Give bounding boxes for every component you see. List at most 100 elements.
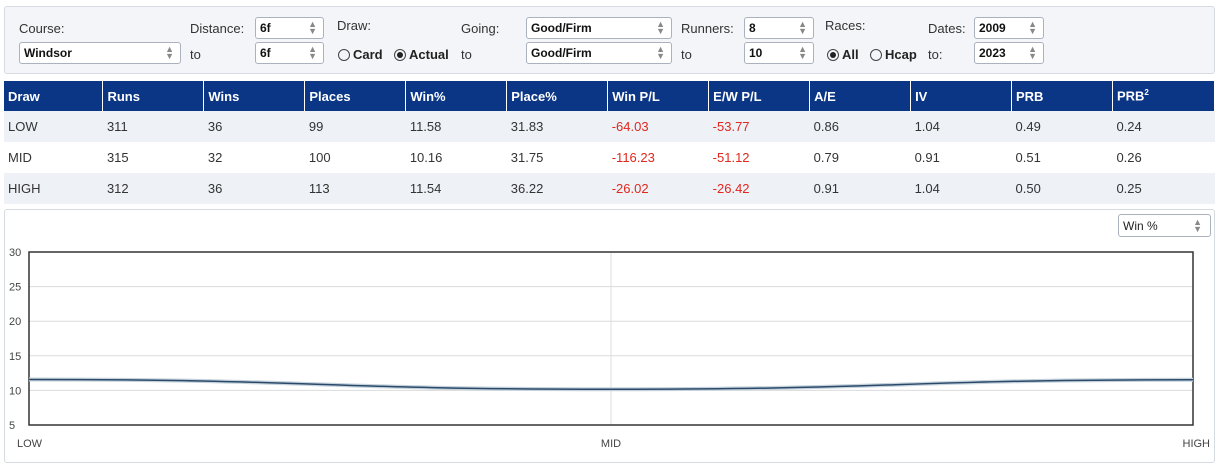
going-label: Going: bbox=[461, 21, 500, 36]
x-tick-label: HIGH bbox=[1183, 438, 1211, 450]
cell: -53.77 bbox=[708, 111, 810, 142]
col-header-runs[interactable]: Runs bbox=[102, 81, 205, 111]
select-arrows-icon: ▲ ▼ bbox=[656, 44, 665, 61]
races-hcap-radio[interactable]: Hcap bbox=[870, 47, 917, 62]
cell: -51.12 bbox=[708, 142, 810, 173]
going-to-label: to bbox=[461, 47, 472, 62]
col-header-prb[interactable]: PRB bbox=[1011, 81, 1113, 111]
dates-to-value: 2023 bbox=[979, 46, 1006, 60]
cell: -64.03 bbox=[607, 111, 709, 142]
col-header-places[interactable]: Places bbox=[304, 81, 407, 111]
dates-to-select[interactable]: 2023 ▲ ▼ bbox=[974, 42, 1044, 64]
dates-from-select[interactable]: 2009 ▲ ▼ bbox=[974, 17, 1044, 39]
cell: 31.75 bbox=[506, 142, 608, 173]
cell: 36 bbox=[203, 111, 305, 142]
going-from-select[interactable]: Good/Firm ▲ ▼ bbox=[526, 17, 672, 39]
select-arrows-icon: ▲ ▼ bbox=[798, 19, 807, 36]
cell: 0.91 bbox=[910, 142, 1012, 173]
going-to-select[interactable]: Good/Firm ▲ ▼ bbox=[526, 42, 672, 64]
cell: 0.86 bbox=[809, 111, 911, 142]
draw-label: Draw: bbox=[337, 18, 371, 33]
cell: 1.04 bbox=[910, 111, 1012, 142]
draw-card-radio[interactable]: Card bbox=[338, 47, 383, 62]
radio-checked-icon bbox=[394, 48, 406, 61]
cell: -116.23 bbox=[607, 142, 709, 173]
y-tick-label: 15 bbox=[9, 351, 21, 363]
cell: 32 bbox=[203, 142, 305, 173]
cell: MID bbox=[4, 142, 103, 173]
radio-unchecked-icon bbox=[870, 48, 882, 61]
runners-from-select[interactable]: 8 ▲ ▼ bbox=[744, 17, 814, 39]
draw-actual-radio[interactable]: Actual bbox=[394, 47, 449, 62]
cell: 11.54 bbox=[405, 173, 507, 204]
prb2-superscript: 2 bbox=[1144, 88, 1149, 98]
cell: -26.02 bbox=[607, 173, 709, 204]
distance-label: Distance: bbox=[190, 21, 245, 36]
course-select[interactable]: Windsor ▲ ▼ bbox=[19, 42, 181, 64]
cell: 31.83 bbox=[506, 111, 608, 142]
going-to-value: Good/Firm bbox=[531, 46, 592, 60]
filter-panel: Course: Windsor ▲ ▼ Distance: 6f ▲ ▼ to 6f… bbox=[4, 6, 1215, 74]
cell: 0.51 bbox=[1011, 142, 1113, 173]
cell: 10.16 bbox=[405, 142, 507, 173]
select-arrows-icon: ▲ ▼ bbox=[1028, 44, 1037, 61]
col-header-iv[interactable]: IV bbox=[910, 81, 1012, 111]
cell: 36.22 bbox=[506, 173, 608, 204]
col-header-draw[interactable]: Draw bbox=[4, 81, 104, 111]
select-arrows-icon: ▲ ▼ bbox=[308, 44, 317, 61]
distance-to-value: 6f bbox=[260, 46, 271, 60]
runners-to-label: to bbox=[681, 47, 692, 62]
course-label: Course: bbox=[19, 21, 65, 36]
distance-to-select[interactable]: 6f ▲ ▼ bbox=[255, 42, 324, 64]
metric-select[interactable]: Win % ▲ ▼ bbox=[1118, 214, 1211, 237]
cell: 0.91 bbox=[809, 173, 911, 204]
col-header-prb2[interactable]: PRB2 bbox=[1112, 81, 1216, 111]
cell: 113 bbox=[304, 173, 406, 204]
draw-actual-label: Actual bbox=[409, 47, 449, 62]
select-arrows-icon: ▲ ▼ bbox=[1193, 217, 1202, 234]
cell: 311 bbox=[102, 111, 204, 142]
cell: 0.79 bbox=[809, 142, 911, 173]
cell: 100 bbox=[304, 142, 406, 173]
prb2-text: PRB bbox=[1116, 88, 1145, 104]
runners-to-value: 10 bbox=[749, 46, 763, 60]
draw-line-chart: 5 10 15 20 25 30 LOW MID HIGH bbox=[9, 247, 1211, 450]
col-header-win-pct[interactable]: Win% bbox=[405, 81, 508, 111]
draw-stats-table: Draw Runs Wins Places Win% Place% Win P/… bbox=[4, 81, 1216, 204]
cell: -26.42 bbox=[708, 173, 810, 204]
dates-to-label: to: bbox=[928, 47, 943, 62]
races-all-label: All bbox=[842, 47, 859, 62]
races-label: Races: bbox=[825, 18, 866, 33]
col-header-wins[interactable]: Wins bbox=[203, 81, 306, 111]
table-header-row: Draw Runs Wins Places Win% Place% Win P/… bbox=[4, 81, 1216, 111]
table-row: LOW 311 36 99 11.58 31.83 -64.03 -53.77 … bbox=[4, 111, 1215, 142]
col-header-place-pct[interactable]: Place% bbox=[506, 81, 609, 111]
select-arrows-icon: ▲ ▼ bbox=[308, 19, 317, 36]
runners-to-select[interactable]: 10 ▲ ▼ bbox=[744, 42, 814, 64]
races-hcap-label: Hcap bbox=[885, 47, 917, 62]
cell: LOW bbox=[4, 111, 103, 142]
y-tick-label: 10 bbox=[9, 385, 21, 397]
col-header-win-pl[interactable]: Win P/L bbox=[607, 81, 710, 111]
cell: 11.58 bbox=[405, 111, 507, 142]
distance-from-select[interactable]: 6f ▲ ▼ bbox=[255, 17, 324, 39]
metric-select-value: Win % bbox=[1123, 219, 1158, 233]
radio-unchecked-icon bbox=[338, 48, 350, 61]
cell: HIGH bbox=[4, 173, 103, 204]
cell: 0.26 bbox=[1112, 142, 1215, 173]
going-from-value: Good/Firm bbox=[531, 21, 592, 35]
races-all-radio[interactable]: All bbox=[827, 47, 859, 62]
y-tick-label: 20 bbox=[9, 316, 21, 328]
draw-card-label: Card bbox=[353, 47, 383, 62]
table-row: MID 315 32 100 10.16 31.75 -116.23 -51.1… bbox=[4, 142, 1215, 173]
table-row: HIGH 312 36 113 11.54 36.22 -26.02 -26.4… bbox=[4, 173, 1215, 204]
runners-label: Runners: bbox=[681, 21, 734, 36]
col-header-ae[interactable]: A/E bbox=[809, 81, 912, 111]
runners-from-value: 8 bbox=[749, 21, 756, 35]
select-arrows-icon: ▲ ▼ bbox=[798, 44, 807, 61]
cell: 0.50 bbox=[1011, 173, 1113, 204]
select-arrows-icon: ▲ ▼ bbox=[165, 44, 174, 61]
col-header-ew-pl[interactable]: E/W P/L bbox=[708, 81, 811, 111]
distance-to-label: to bbox=[190, 47, 201, 62]
select-arrows-icon: ▲ ▼ bbox=[656, 19, 665, 36]
